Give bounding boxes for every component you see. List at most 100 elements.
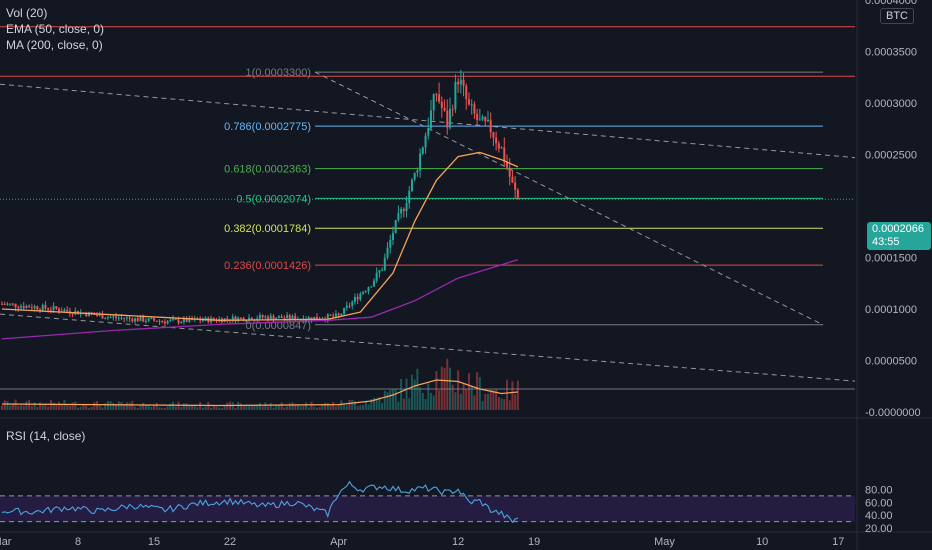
volume-bar <box>343 404 346 410</box>
legend-ma[interactable]: MA (200, close, 0) <box>6 38 103 52</box>
candle-body <box>25 305 28 309</box>
volume-bar <box>364 400 367 410</box>
candle-body <box>497 143 500 149</box>
candle-body <box>397 213 400 220</box>
volume-bar <box>180 407 183 410</box>
volume-bar <box>196 407 199 410</box>
rsi-band <box>0 495 855 522</box>
volume-bar <box>440 366 443 410</box>
volume-bar <box>267 406 270 410</box>
candle-body <box>234 316 237 322</box>
candle-body <box>199 319 202 321</box>
rsi-tick-label: 20.00 <box>865 523 893 535</box>
candle-body <box>169 319 172 322</box>
volume-bar <box>432 395 435 410</box>
price-tick-label: 0.0000500 <box>865 356 917 368</box>
volume-bar <box>318 407 321 410</box>
volume-bar <box>239 403 242 410</box>
candle-body <box>3 303 6 305</box>
candle-body <box>419 153 422 171</box>
volume-bar <box>1 405 3 410</box>
volume-bar <box>391 389 394 410</box>
candle-body <box>326 314 329 320</box>
volume-bar <box>185 403 188 410</box>
volume-bar <box>231 402 234 410</box>
candle-body <box>188 317 191 322</box>
candle-body <box>446 110 449 128</box>
volume-bar <box>465 389 468 410</box>
candle-body <box>264 316 267 318</box>
legend-ema[interactable]: EMA (50, close, 0) <box>6 22 105 36</box>
candle-body <box>283 318 286 320</box>
volume-bar <box>25 401 28 410</box>
volume-bar <box>41 403 44 410</box>
candle-body <box>332 315 335 317</box>
candle-body <box>63 309 66 312</box>
volume-bar <box>253 405 256 410</box>
volume-bar <box>163 407 166 410</box>
volume-bar <box>305 402 308 410</box>
currency-badge[interactable]: BTC <box>880 8 914 24</box>
legend-vol[interactable]: Vol (20) <box>6 6 48 20</box>
volume-bar <box>93 402 96 410</box>
candle-body <box>457 81 460 85</box>
volume-bar <box>142 402 145 410</box>
volume-bar <box>476 372 479 410</box>
candle-body <box>313 316 316 320</box>
volume-bar <box>386 392 389 410</box>
volume-bar <box>191 405 194 410</box>
volume-bar <box>87 407 90 410</box>
volume-bar <box>296 404 299 410</box>
volume-bar <box>283 407 286 410</box>
rsi-legend[interactable]: RSI (14, close) <box>6 429 86 443</box>
volume-bar <box>492 390 495 410</box>
volume-bar <box>345 405 348 410</box>
candle-body <box>248 317 251 321</box>
candle-body <box>476 113 479 120</box>
candle-body <box>291 315 294 320</box>
volume-bar <box>96 400 99 410</box>
candle-body <box>245 320 248 322</box>
candle-body <box>427 128 430 136</box>
volume-bar <box>381 403 384 410</box>
volume-bar <box>250 405 253 410</box>
rsi-tick-label: 80.00 <box>865 484 893 496</box>
volume-bar <box>136 407 139 410</box>
volume-bar <box>234 407 237 410</box>
fib-level-label: 0.786(0.0002775) <box>224 121 311 133</box>
volume-bar <box>405 378 408 410</box>
volume-bar <box>508 400 511 410</box>
volume-bar <box>408 398 411 410</box>
candle-body <box>155 320 158 322</box>
candle-body <box>96 314 99 316</box>
volume-bar <box>272 407 275 410</box>
candle-body <box>391 232 394 240</box>
candle-body <box>440 101 443 108</box>
candle-body <box>359 293 362 300</box>
candle-body <box>356 296 359 300</box>
candle-body <box>516 189 519 199</box>
candle-body <box>429 110 432 129</box>
candle-body <box>473 104 476 114</box>
volume-bar <box>402 398 405 410</box>
volume-bar <box>115 404 118 410</box>
candle-body <box>120 317 123 319</box>
candle-body <box>345 305 348 308</box>
time-tick-label: 10 <box>756 536 768 548</box>
candle-body <box>177 319 180 323</box>
volume-bar <box>495 389 498 410</box>
volume-bar <box>269 403 272 410</box>
time-tick-label: Apr <box>330 536 347 548</box>
volume-bar <box>74 401 77 410</box>
candle-body <box>364 291 367 293</box>
candle-body <box>383 257 386 270</box>
candle-body <box>454 81 457 110</box>
candle-body <box>153 318 156 321</box>
time-tick-label: 19 <box>528 536 540 548</box>
volume-bar <box>451 384 454 410</box>
candle-body <box>36 306 39 310</box>
volume-bar <box>299 406 302 410</box>
volume-bar <box>470 386 473 410</box>
candle-body <box>375 272 378 281</box>
